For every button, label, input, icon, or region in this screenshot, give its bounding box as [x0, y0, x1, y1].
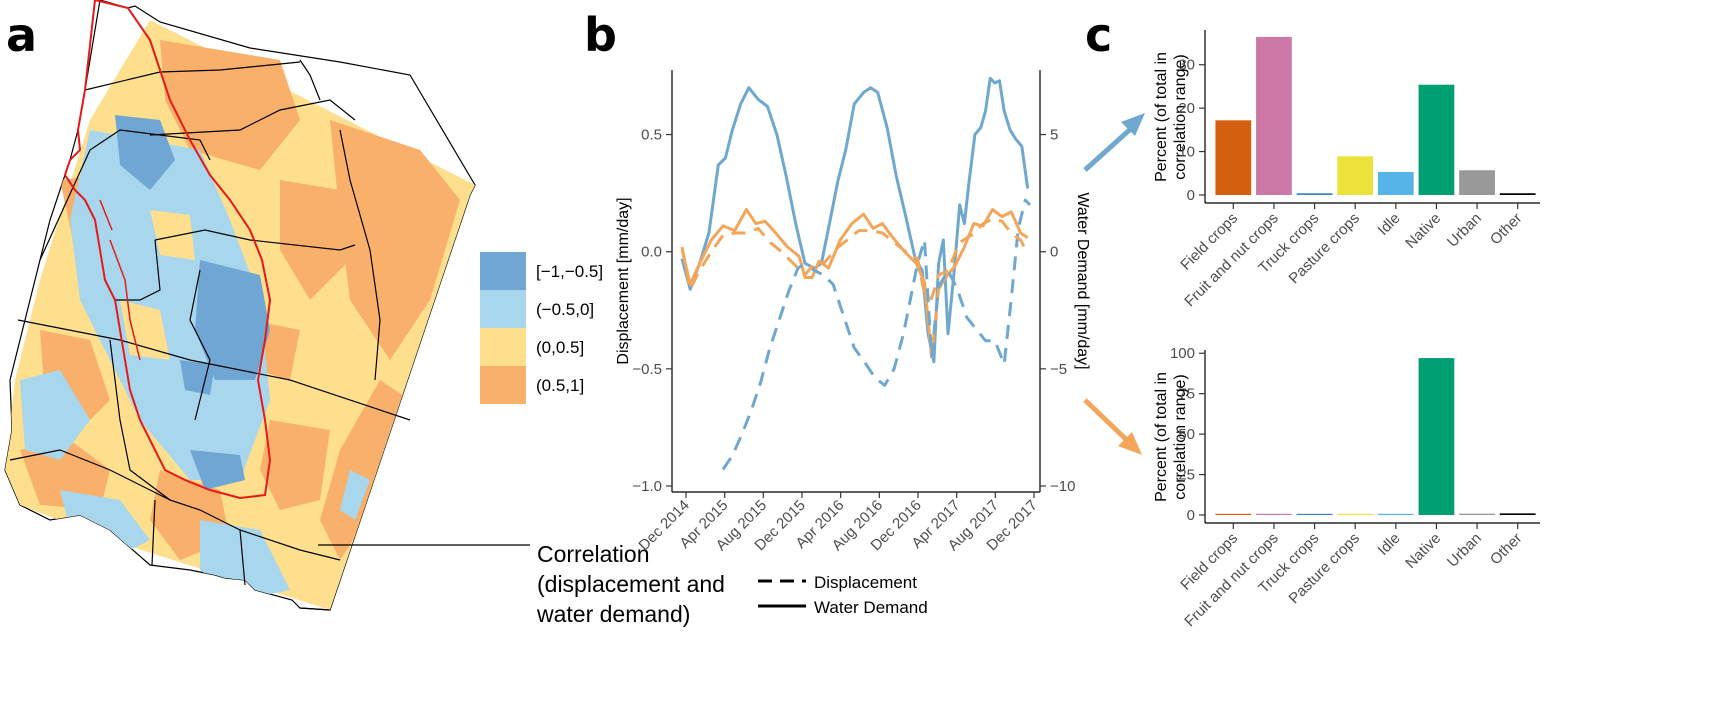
bar-y-tick-label: 25 [1178, 467, 1195, 484]
bar-y-tick-label: 100 [1170, 345, 1195, 362]
series-line-1 [680, 208, 1029, 359]
county-boundaries [9, 59, 411, 586]
bar-category-label: Idle [1375, 210, 1404, 239]
landuse-bottom-chart: Percent (of total in correlation range) … [1153, 345, 1540, 630]
bar-y-tick-label: 75 [1178, 386, 1195, 403]
bar-3 [1337, 513, 1374, 515]
bar-0 [1215, 513, 1252, 515]
bar-category-label: Urban [1444, 530, 1485, 571]
valley-boundary [63, 0, 272, 500]
bar-2 [1296, 513, 1333, 515]
series-line-0 [680, 76, 1030, 364]
bar-y-tick-label: 0 [1187, 187, 1195, 204]
bar-5 [1418, 358, 1455, 515]
legend-label-2: (0,0.5] [536, 338, 584, 357]
map-panel: Correlation (displacement and water dema… [4, 0, 725, 627]
bar-category-label: Native [1402, 210, 1444, 252]
y2-tick-label: −5 [1050, 361, 1067, 378]
bar-3 [1337, 156, 1374, 195]
legend-swatch-3 [480, 366, 526, 404]
bar-category-label: Urban [1444, 210, 1485, 251]
bar-7 [1499, 513, 1536, 515]
legend-label-1: (−0.5,0] [536, 300, 594, 319]
panel-label-a: a [6, 8, 38, 62]
bottom-ylabel-line-2: correlation range) [1172, 374, 1189, 499]
correlation-raster [5, 20, 475, 610]
legend-swatch-2 [480, 328, 526, 366]
landuse-top-chart: Percent (of total in correlation range) … [1153, 30, 1540, 310]
bar-y-tick-label: 50 [1178, 426, 1195, 443]
bar-1 [1256, 513, 1292, 515]
bar-category-label: Other [1487, 530, 1526, 569]
legend-label-0: [−1,−0.5] [536, 262, 603, 281]
top-ylabel-line-1: Percent (of total in [1153, 52, 1170, 182]
arrow-blue [1083, 123, 1137, 172]
bar-category-label: Idle [1375, 530, 1404, 559]
bottom-ylabel-line-1: Percent (of total in [1153, 372, 1170, 502]
legend-label-3: (0.5,1] [536, 376, 584, 395]
arrow-orange [1083, 398, 1134, 447]
bar-5 [1418, 84, 1455, 195]
bar-category-label: Pasture crops [1286, 210, 1363, 287]
y-axis-label: Displacement [mm/day] [615, 197, 632, 364]
y-tick-label: −0.5 [632, 361, 662, 378]
series-line-2 [721, 198, 1032, 471]
annotation-line-3: water demand) [536, 601, 690, 627]
bar-2 [1296, 193, 1333, 195]
legend-swatch-0 [480, 252, 526, 290]
legend-label-water-demand: Water Demand [814, 598, 928, 617]
bar-4 [1377, 171, 1414, 195]
y-tick-label: 0.0 [641, 244, 662, 261]
bar-category-label: Pasture crops [1286, 530, 1363, 607]
y2-tick-label: 0 [1050, 244, 1058, 261]
bar-category-label: Other [1487, 210, 1526, 249]
legend-label-displacement: Displacement [814, 573, 917, 592]
y-tick-label: 0.5 [641, 127, 662, 144]
y2-tick-label: −10 [1050, 478, 1075, 495]
y2-axis-label: Water Demand [mm/day] [1074, 192, 1091, 369]
legend-swatch-1 [480, 290, 526, 328]
bar-y-tick-label: 0 [1187, 507, 1195, 524]
y2-tick-label: 5 [1050, 127, 1058, 144]
y-tick-label: −1.0 [632, 478, 662, 495]
map-legend: [−1,−0.5] (−0.5,0] (0,0.5] (0.5,1] [480, 252, 603, 404]
top-ylabel-line-2: correlation range) [1172, 54, 1189, 179]
panel-label-b: b [584, 8, 617, 62]
bar-7 [1499, 193, 1536, 195]
bar-0 [1215, 120, 1252, 195]
bar-y-tick-label: 20 [1178, 100, 1195, 117]
bar-4 [1377, 513, 1414, 515]
panel-label-c: c [1085, 8, 1113, 62]
bar-6 [1459, 170, 1495, 195]
annotation-line-1: Correlation [537, 541, 650, 567]
bar-category-label: Native [1402, 530, 1444, 572]
bar-y-tick-label: 30 [1178, 57, 1195, 74]
arrows [1083, 113, 1145, 455]
arrow-orange-head [1118, 432, 1142, 455]
bar-1 [1256, 36, 1292, 195]
annotation-line-2: (displacement and [537, 571, 725, 597]
arrow-blue-head [1121, 113, 1145, 136]
bar-6 [1459, 513, 1495, 515]
bar-y-tick-label: 10 [1178, 144, 1195, 161]
series-line-3 [680, 217, 1030, 301]
